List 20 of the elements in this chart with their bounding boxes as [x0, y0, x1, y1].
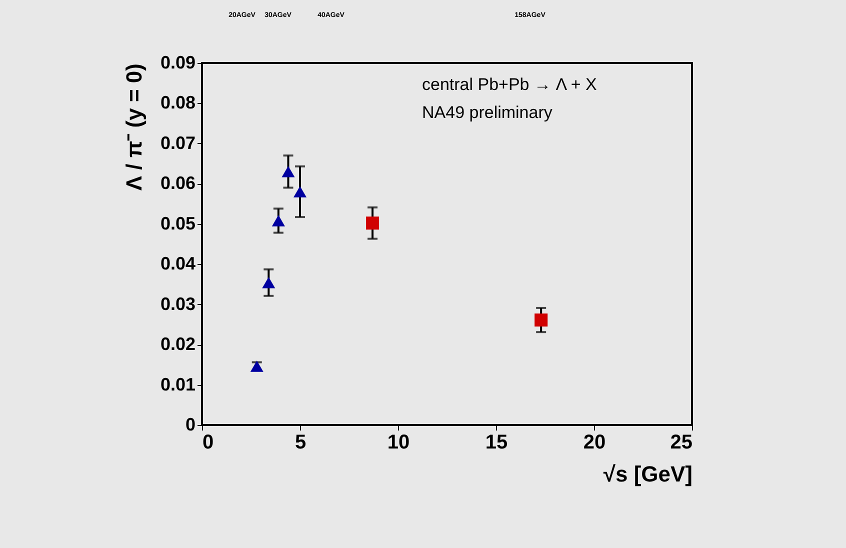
annotation: NA49 preliminary: [422, 103, 553, 122]
x-tick-label: 5: [294, 432, 306, 454]
y-tick-label: 0.08: [160, 92, 196, 113]
annotation: central Pb+Pb → Λ + X: [422, 75, 597, 94]
y-tick-label: 0.02: [160, 334, 196, 354]
y-tick-label: 0.07: [160, 132, 196, 153]
y-tick-label: 0.09: [160, 52, 196, 72]
y-tick-label: 0.01: [160, 374, 196, 394]
y-tick-label: 0.06: [160, 173, 196, 194]
x-tick-label: 15: [485, 432, 508, 454]
y-tick-label: 0.03: [160, 294, 196, 314]
y-tick-label: 0: [185, 414, 196, 434]
y-axis-title: Λ / π⁻ (y = 0): [121, 64, 146, 191]
x-tick-label: 10: [387, 432, 410, 454]
x-tick-label: 25: [670, 432, 692, 454]
y-tick-label: 0.05: [160, 213, 196, 234]
y-tick-label: 0.04: [160, 254, 196, 274]
x-tick-label: 20: [583, 432, 606, 454]
x-tick-label: 0: [202, 432, 214, 454]
x-axis-title: √s [GeV]: [603, 462, 692, 486]
